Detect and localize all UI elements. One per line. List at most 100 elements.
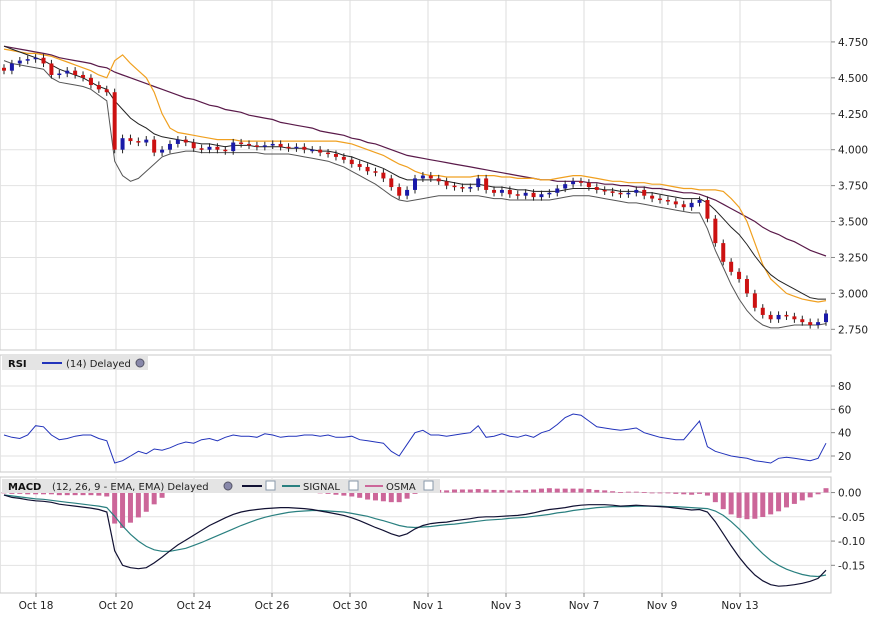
candle-up [563, 184, 568, 189]
candle-up [270, 143, 275, 146]
candle-up [697, 199, 702, 203]
price-tick-label: 4.000 [838, 145, 868, 157]
osma-bar [135, 492, 141, 518]
osma-bar [720, 492, 726, 510]
candle-down [349, 159, 354, 165]
osma-bar [768, 492, 774, 515]
candle-down [357, 164, 362, 167]
osma-bar [412, 492, 418, 494]
osma-bar [665, 492, 671, 494]
candle-up [33, 57, 38, 60]
osma-bar [17, 492, 23, 494]
osma-bar [452, 489, 458, 493]
candle-down [800, 319, 805, 323]
candle-down [744, 279, 749, 294]
price-tick-label: 4.500 [838, 73, 868, 85]
rsi-line [3, 413, 827, 464]
candle-down [729, 261, 734, 272]
osma-bar [444, 490, 450, 493]
candle-down [705, 199, 710, 219]
signal-line [3, 494, 827, 578]
candle-down [531, 192, 536, 198]
price-tick-label: 4.750 [838, 37, 868, 49]
candle-up [824, 313, 828, 323]
osma-bar [815, 492, 821, 495]
candle-down [737, 271, 742, 280]
x-tick-label: Oct 26 [255, 600, 290, 612]
osma-visible-check-icon[interactable] [423, 480, 434, 491]
osma-bar [823, 488, 829, 493]
osma-bar [483, 489, 489, 493]
candle-down [752, 293, 757, 308]
x-tick-label: Oct 18 [19, 600, 54, 612]
osma-bar [80, 492, 86, 496]
candle-down [223, 149, 228, 152]
osma-bar [404, 492, 410, 499]
osma-bar [697, 492, 703, 494]
osma-bar [704, 492, 710, 496]
macd-settings-icon[interactable] [223, 481, 233, 491]
osma-bar [64, 492, 70, 496]
grid-lines [0, 0, 831, 593]
candle-down [515, 194, 520, 196]
candle-down [302, 146, 307, 150]
candle-up [310, 149, 315, 152]
signal-visible-check-icon[interactable] [348, 480, 359, 491]
candle-down [658, 198, 663, 201]
macd-visible-check-icon[interactable] [265, 480, 276, 491]
osma-bar [507, 490, 513, 493]
upper-band-line [3, 48, 827, 303]
candle-down [333, 154, 338, 157]
candle-down [586, 182, 591, 188]
candle-down [381, 172, 386, 179]
candle-down [239, 142, 244, 145]
candle-up [405, 189, 410, 196]
osma-bar [570, 488, 576, 493]
osma-bar [799, 492, 805, 501]
osma-bar [641, 492, 647, 493]
candle-down [278, 143, 283, 147]
osma-bar [594, 489, 600, 493]
osma-bar [357, 492, 363, 498]
candle-up [160, 149, 165, 153]
osma-bar [744, 492, 750, 520]
candle-up [17, 60, 22, 64]
candle-down [784, 314, 789, 317]
osma-bar [625, 491, 631, 493]
osma-bar [380, 492, 386, 502]
candle-up [65, 70, 70, 74]
candle-up [555, 188, 560, 193]
candle-down [665, 199, 670, 202]
osma-bar [736, 492, 742, 518]
osma-bar [546, 488, 552, 493]
candle-down [81, 74, 86, 78]
candle-down [681, 204, 686, 208]
osma-bar [515, 490, 521, 493]
osma-bar [657, 492, 663, 494]
osma-bar [388, 492, 394, 503]
osma-bar [649, 492, 655, 494]
rsi-legend: RSI (14) Delayed [2, 356, 148, 370]
rsi-settings-icon[interactable] [135, 358, 145, 368]
candle-down [768, 314, 773, 320]
osma-bar [372, 492, 378, 501]
candle-down [484, 178, 489, 190]
candle-up [413, 178, 417, 190]
candle-down [373, 171, 378, 173]
candle-down [618, 192, 623, 195]
price-tick-label: 3.250 [838, 252, 868, 264]
candle-down [286, 146, 291, 149]
osma-bar [56, 492, 62, 496]
price-tick-label: 4.250 [838, 109, 868, 121]
rsi-legend-label: (14) Delayed [66, 359, 131, 370]
candle-up [144, 139, 149, 143]
candle-down [2, 67, 6, 71]
macd-tick-label: 0.00 [838, 488, 861, 500]
osma-bar [728, 492, 734, 515]
x-tick-label: Oct 24 [177, 600, 212, 612]
macd-legend: MACD (12, 26, 9 - EMA, EMA) Delayed SIGN… [2, 479, 440, 493]
ema-slow-line [3, 45, 827, 257]
candle-down [602, 189, 607, 192]
candle-up [57, 73, 62, 76]
candle-down [642, 189, 647, 196]
